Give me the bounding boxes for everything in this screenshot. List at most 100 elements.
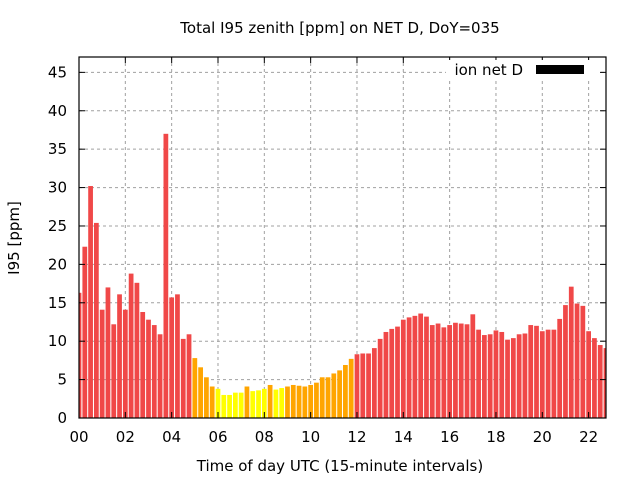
plot-frame [78,56,607,419]
x-tick-label: 00 [69,428,88,446]
bar [140,312,146,418]
bar [232,392,238,418]
bar [290,384,296,418]
bar [105,287,111,418]
bar [273,389,279,418]
bar [79,292,82,418]
bar [261,388,267,418]
axis-ticks: 0 5 10 15 20 25 30 35 40 45 00 02 04 06 08 10 12 14 16 18 20… [48,57,606,446]
bar [400,319,406,418]
bar [163,133,169,418]
bar [360,353,366,418]
bar [238,392,244,418]
y-tick-label: 45 [48,63,67,81]
bar [603,348,606,418]
bar [82,246,88,418]
bar [435,323,441,418]
bar [343,365,348,418]
bar [493,330,499,418]
legend-label: ion net D [454,61,523,79]
bar [470,314,476,418]
bar [169,297,175,418]
bar [325,377,331,418]
bar [551,329,557,418]
x-tick-label: 12 [347,428,366,446]
bar [568,286,574,418]
bar [499,331,505,418]
bar [464,324,470,418]
x-tick-label: 08 [255,428,274,446]
bar [586,331,592,418]
bar [574,303,580,418]
bar [314,382,319,418]
bar [447,325,453,418]
x-tick-label: 04 [162,428,181,446]
bar [134,282,140,418]
y-tick-label: 0 [57,409,67,427]
bar [122,309,128,418]
bar [256,390,261,418]
bar [429,325,435,418]
bar [597,345,603,418]
bar [487,334,493,418]
y-tick-label: 20 [48,255,67,273]
bar [215,388,221,418]
y-tick-label: 25 [48,217,67,235]
bar [198,367,203,418]
bar [296,385,302,418]
bar [308,384,314,418]
bar [146,319,151,418]
chart-title: Total I95 zenith [ppm] on NET D, DoY=035 [179,19,499,37]
bar [528,325,534,418]
y-tick-label: 40 [48,102,67,120]
y-tick-label: 15 [48,294,67,312]
bar [539,331,545,418]
bar [227,394,232,418]
bar [250,391,256,418]
bar [93,222,99,418]
bar [180,338,186,418]
x-tick-label: 16 [440,428,459,446]
x-tick-label: 20 [533,428,552,446]
x-tick-label: 02 [116,428,135,446]
x-tick-label: 14 [394,428,413,446]
bar [319,377,325,418]
bar [244,386,250,418]
bar [580,305,586,418]
bar [371,348,377,418]
bar [545,329,551,418]
bar [383,331,389,418]
bar [151,325,157,418]
bar [424,316,429,418]
bar [99,309,105,418]
bar [354,354,360,418]
bar [111,324,117,418]
x-tick-label: 22 [579,428,598,446]
bar [192,358,198,418]
bar [209,386,215,418]
bar [482,335,487,418]
y-tick-label: 35 [48,140,67,158]
bar [348,358,354,418]
bar [88,186,93,418]
bar [285,386,290,418]
bar [406,317,412,418]
bar [441,327,447,418]
bar [377,338,383,418]
y-tick-label: 10 [48,332,67,350]
y-tick-label: 5 [57,371,67,389]
bar [592,338,597,418]
bar [522,333,528,418]
bar [128,273,134,418]
y-tick-label: 30 [48,179,67,197]
y-axis-label: I95 [ppm] [5,201,23,275]
bar [267,384,273,418]
bars [79,133,606,418]
bar [516,334,522,418]
bar [389,328,395,418]
bar [458,323,464,418]
legend: ion net D [446,60,600,80]
bar [534,325,539,418]
